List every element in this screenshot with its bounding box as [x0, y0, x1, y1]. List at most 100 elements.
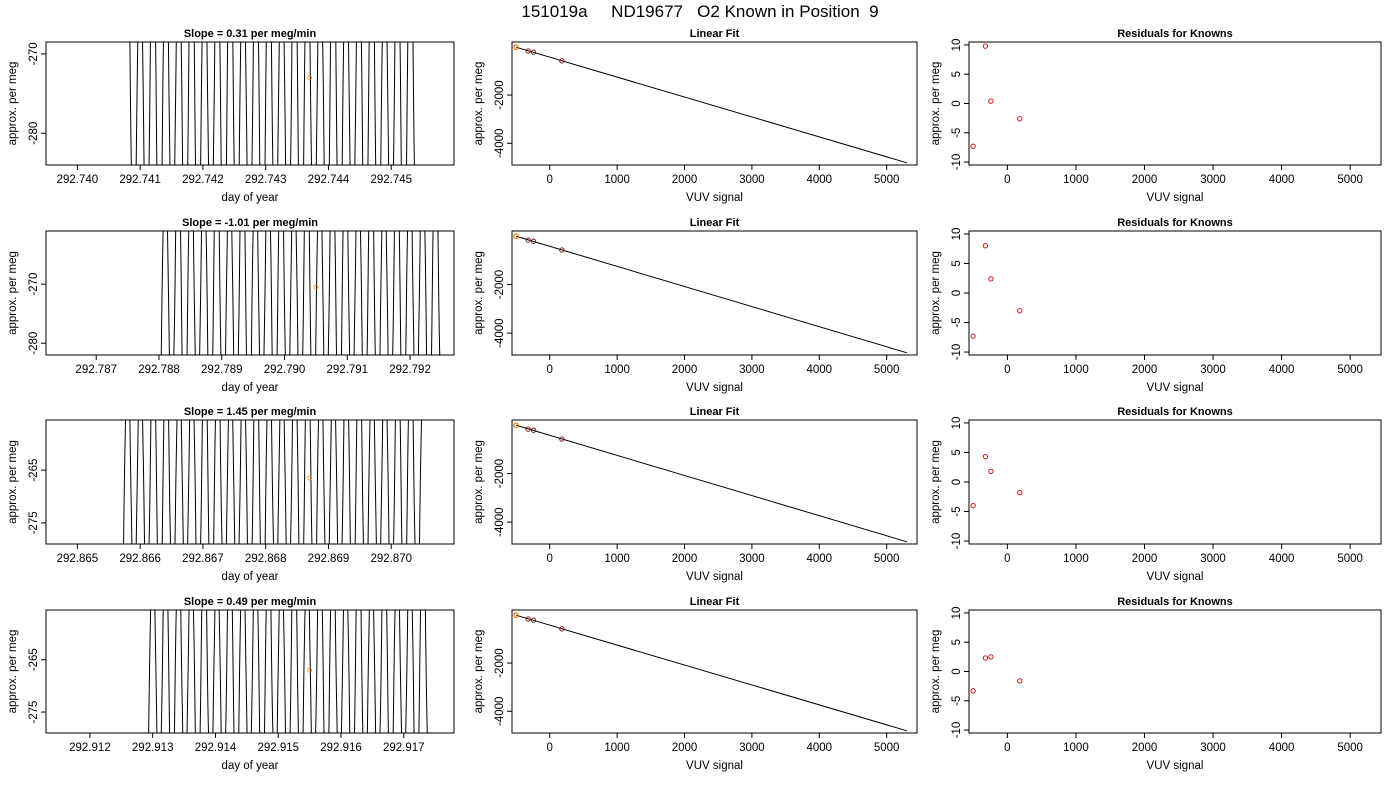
- x-tick-label: 4000: [1269, 742, 1295, 754]
- row3-time-panel: Slope = 1.45 per meg/min 292.865 292.866 29…: [7, 406, 455, 583]
- row4-fit-panel: Linear Fit 0 1000 2000 3000 4000 5000 -2000 -400…: [473, 596, 918, 772]
- x-tick-label: 4000: [806, 742, 832, 754]
- x-tick-label: 0: [547, 553, 553, 565]
- y-axis-label: approx. per meg: [7, 440, 19, 524]
- x-tick-label: 2000: [1132, 742, 1158, 754]
- y-tick-label: -275: [28, 511, 40, 534]
- data-point: [530, 238, 537, 244]
- y-axis-label: approx. per meg: [7, 251, 19, 335]
- plot-frame: [968, 41, 1382, 166]
- x-axis-label: day of year: [222, 192, 279, 204]
- x-tick-label: 292.912: [69, 742, 111, 754]
- plot-frame: [45, 41, 455, 166]
- y-tick-label: -275: [28, 701, 40, 724]
- x-tick-label: 292.913: [132, 742, 174, 754]
- y-tick-label: -10: [951, 533, 963, 550]
- x-axis-label: VUV signal: [1147, 192, 1204, 204]
- x-tick-label: 1000: [1063, 742, 1089, 754]
- x-tick-label: 292.870: [370, 553, 412, 565]
- data-point: [1017, 489, 1023, 496]
- y-tick-label: -270: [28, 273, 40, 296]
- y-tick-label: -270: [28, 42, 40, 65]
- y-tick-label: -2000: [494, 459, 506, 488]
- x-axis-label: VUV signal: [1147, 571, 1204, 583]
- y-tick-label: -4000: [494, 318, 506, 347]
- x-tick-label: 1000: [604, 742, 630, 754]
- panel-title: Linear Fit: [690, 28, 740, 40]
- x-tick-label: 1000: [604, 364, 630, 376]
- mean-marker: [307, 475, 313, 481]
- x-tick-label: 292.745: [370, 174, 412, 186]
- y-tick-label: 5: [951, 260, 963, 266]
- panel-title: Slope = 0.49 per meg/min: [184, 596, 317, 608]
- row3-residuals-panel: Residuals for Knowns 0 1000 2000 3000 4000 500…: [930, 406, 1382, 583]
- x-tick-label: 3000: [1200, 553, 1226, 565]
- x-tick-label: 5000: [1337, 364, 1363, 376]
- y-axis-label: approx. per meg: [473, 251, 485, 335]
- x-tick-label: 292.743: [245, 174, 287, 186]
- y-tick-label: -10: [951, 344, 963, 361]
- y-tick-label: 5: [951, 449, 963, 455]
- x-axis-label: day of year: [222, 571, 279, 583]
- plot-frame: [511, 609, 918, 734]
- x-axis-label: VUV signal: [686, 192, 743, 204]
- plot-frame: [45, 609, 455, 734]
- data-point: [1017, 116, 1023, 122]
- x-tick-label: 2000: [1132, 553, 1158, 565]
- data-point: [559, 626, 565, 632]
- x-axis-label: VUV signal: [686, 760, 743, 772]
- x-tick-label: 5000: [874, 364, 900, 376]
- data-point: [988, 98, 994, 104]
- x-tick-label: 0: [547, 742, 553, 754]
- row1-residuals-panel: Residuals for Knowns 0 1000 2000 3000 4000 500…: [930, 28, 1382, 204]
- x-axis-label: VUV signal: [1147, 382, 1204, 394]
- fit-line: [515, 424, 908, 543]
- y-tick-label: -4000: [494, 697, 506, 726]
- plot-frame: [968, 230, 1382, 356]
- row2-time-panel: Slope = -1.01 per meg/min 292.787 292.788 2…: [7, 217, 455, 394]
- plot-area: [160, 231, 441, 355]
- y-tick-label: 0: [951, 479, 963, 485]
- plot-frame: [511, 41, 918, 166]
- plot-area: [513, 422, 908, 543]
- x-tick-label: 2000: [672, 742, 698, 754]
- plot-frame: [45, 419, 455, 545]
- x-tick-label: 5000: [874, 174, 900, 186]
- y-tick-label: 10: [951, 39, 963, 52]
- x-tick-label: 0: [547, 174, 553, 186]
- x-axis-label: VUV signal: [686, 382, 743, 394]
- data-point: [982, 243, 989, 249]
- x-tick-label: 292.915: [257, 742, 299, 754]
- x-tick-label: 4000: [1269, 364, 1295, 376]
- panel-title: Linear Fit: [690, 406, 740, 418]
- x-tick-label: 292.868: [245, 553, 287, 565]
- data-point: [982, 43, 989, 49]
- y-tick-label: 10: [951, 228, 963, 241]
- y-tick-label: -5: [951, 128, 963, 138]
- x-tick-label: 2000: [1132, 364, 1158, 376]
- x-tick-label: 5000: [874, 553, 900, 565]
- panel-title: Residuals for Knowns: [1117, 217, 1233, 229]
- plot-frame: [511, 230, 918, 356]
- mean-marker: [307, 75, 313, 81]
- panel-title: Linear Fit: [690, 217, 740, 229]
- signal-trace: [160, 231, 441, 355]
- data-point: [559, 247, 565, 253]
- y-tick-label: 0: [951, 290, 963, 296]
- x-tick-label: 0: [547, 364, 553, 376]
- x-tick-label: 5000: [1337, 553, 1363, 565]
- highlight-point: [513, 233, 519, 240]
- x-tick-label: 2000: [1132, 174, 1158, 186]
- panel-title: Residuals for Knowns: [1117, 596, 1233, 608]
- data-point: [970, 143, 976, 149]
- y-tick-label: -10: [951, 722, 963, 739]
- x-tick-label: 1000: [604, 553, 630, 565]
- panel-title: Linear Fit: [690, 596, 740, 608]
- fit-line: [515, 614, 908, 732]
- y-axis-label: approx. per meg: [930, 440, 942, 524]
- x-tick-label: 4000: [806, 174, 832, 186]
- row1-fit-panel: Linear Fit 0 1000 2000 3000 4000 5000 -2000 -400…: [473, 28, 918, 204]
- x-tick-label: 292.917: [383, 742, 425, 754]
- highlight-point: [513, 612, 519, 619]
